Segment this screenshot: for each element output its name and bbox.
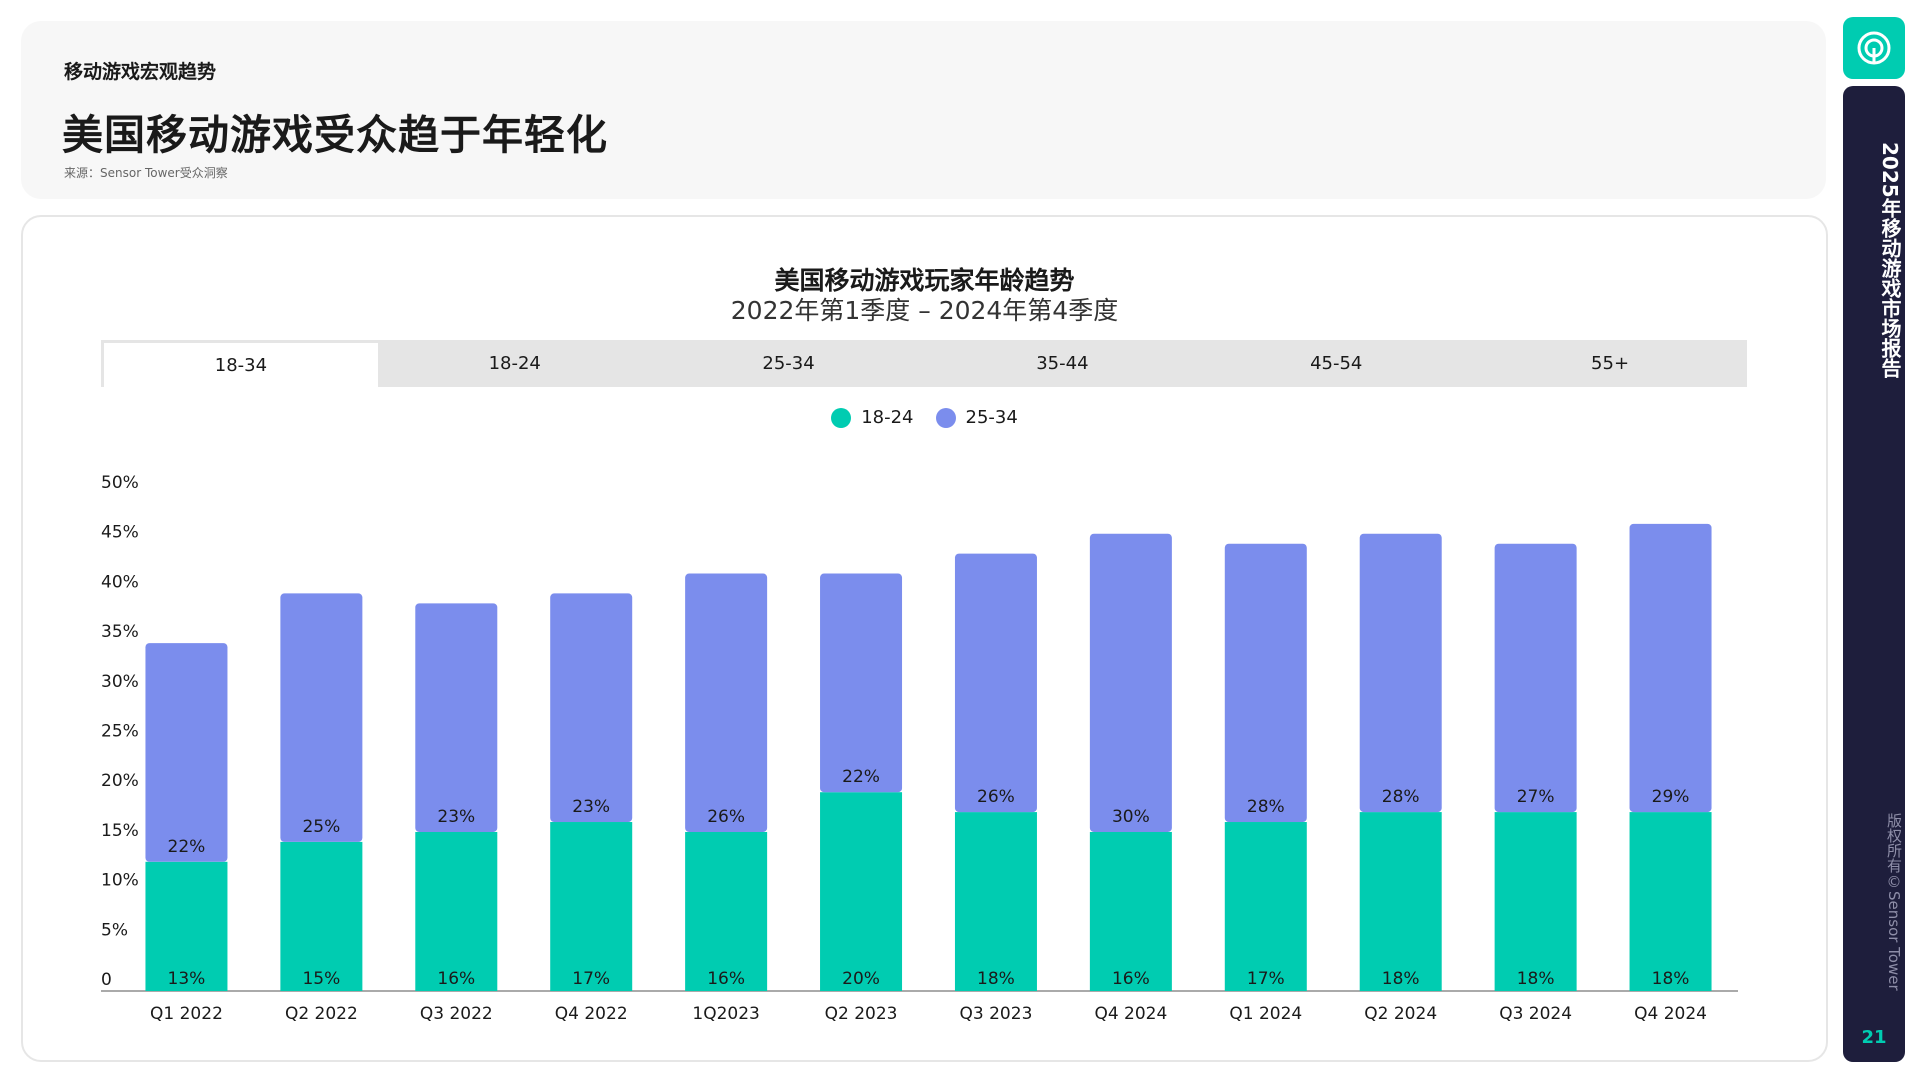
data-label-25-34: 30% — [1112, 807, 1150, 827]
bar-25-34 — [1629, 523, 1712, 813]
tab-18-24[interactable]: 18-24 — [488, 353, 541, 374]
bar-18-24 — [550, 822, 633, 991]
data-label-25-34: 26% — [977, 787, 1015, 807]
tab-35-44[interactable]: 35-44 — [1036, 353, 1089, 374]
chart-card: 美国移动游戏玩家年龄趋势 2022年第1季度 – 2024年第4季度 18-34… — [21, 215, 1828, 1062]
y-tick-label: 50% — [101, 473, 139, 493]
copyright-text: 版权所有©Sensor Tower — [1885, 813, 1903, 991]
legend-label-18-24: 18-24 — [861, 407, 914, 428]
data-label-25-34: 23% — [572, 797, 610, 817]
page-number: 21 — [1861, 1027, 1887, 1048]
bar-25-34 — [415, 603, 498, 832]
tab-25-34[interactable]: 25-34 — [762, 353, 815, 374]
bar-25-34 — [685, 573, 768, 832]
bar-18-24 — [1224, 822, 1307, 991]
data-label-18-24: 17% — [572, 969, 610, 989]
data-label-18-24: 18% — [1517, 969, 1555, 989]
data-label-25-34: 22% — [842, 767, 880, 787]
section-label: 移动游戏宏观趋势 — [64, 61, 217, 83]
y-tick-label: 45% — [101, 523, 139, 543]
x-tick-label: Q4 2024 — [1634, 1004, 1707, 1024]
age-tab-bar: 18-34 18-24 25-34 35-44 45-54 55+ — [101, 340, 1747, 387]
data-label-25-34: 28% — [1247, 797, 1285, 817]
data-label-18-24: 15% — [302, 969, 340, 989]
legend-swatch-18-24 — [831, 407, 852, 428]
header-card: 移动游戏宏观趋势 美国移动游戏受众趋于年轻化 来源：Sensor Tower受众… — [21, 21, 1826, 199]
data-label-18-24: 18% — [1652, 969, 1690, 989]
bar-25-34 — [1224, 543, 1307, 823]
x-tick-label: Q2 2022 — [285, 1004, 358, 1024]
y-tick-label: 25% — [101, 722, 139, 742]
bar-18-24 — [1629, 812, 1712, 991]
bar-18-24 — [145, 861, 228, 991]
x-tick-label: Q1 2022 — [150, 1004, 223, 1024]
data-label-18-24: 13% — [168, 969, 206, 989]
stacked-bar-chart: 0 5% 10% 15% 20% 25% 30% 35% 40% 45% 50% 13% 22% Q1 2… — [101, 473, 1738, 1024]
legend-label-25-34: 25-34 — [965, 407, 1018, 428]
data-label-18-24: 18% — [1382, 969, 1420, 989]
chart-legend: 18-24 25-34 — [23, 407, 1826, 428]
y-tick-label: 40% — [101, 572, 139, 592]
data-label-18-24: 20% — [842, 969, 880, 989]
sensor-tower-logo-icon — [1843, 17, 1905, 79]
y-tick-label: 30% — [101, 672, 139, 692]
bar-18-24 — [415, 831, 498, 991]
data-label-18-24: 16% — [437, 969, 475, 989]
chart-title: 美国移动游戏玩家年龄趋势 — [774, 266, 1075, 295]
bar-18-24 — [1089, 831, 1172, 991]
bar-18-24 — [685, 831, 768, 991]
x-tick-label: Q2 2023 — [825, 1004, 898, 1024]
x-tick-label: Q4 2024 — [1094, 1004, 1167, 1024]
bar-25-34 — [550, 593, 633, 823]
data-label-25-34: 26% — [707, 807, 745, 827]
x-tick-label: Q3 2023 — [960, 1004, 1033, 1024]
legend-item-18-24[interactable]: 18-24 — [831, 407, 914, 428]
bar-25-34 — [1359, 533, 1442, 813]
x-tick-label: Q3 2024 — [1499, 1004, 1572, 1024]
y-tick-label: 5% — [101, 920, 128, 940]
tab-55-plus[interactable]: 55+ — [1591, 353, 1630, 374]
data-label-18-24: 18% — [977, 969, 1015, 989]
legend-item-25-34[interactable]: 25-34 — [935, 407, 1018, 428]
data-label-25-34: 25% — [302, 817, 340, 837]
bar-18-24 — [954, 812, 1037, 991]
data-label-25-34: 29% — [1652, 787, 1690, 807]
bar-18-24 — [280, 841, 363, 991]
x-tick-label: 1Q2023 — [692, 1004, 759, 1024]
x-tick-label: Q4 2022 — [555, 1004, 628, 1024]
data-label-18-24: 16% — [1112, 969, 1150, 989]
x-tick-label: Q2 2024 — [1364, 1004, 1437, 1024]
data-label-25-34: 28% — [1382, 787, 1420, 807]
data-label-25-34: 22% — [168, 837, 206, 857]
legend-swatch-25-34 — [935, 407, 956, 428]
bar-25-34 — [820, 573, 903, 793]
report-sidebar: 2025年移动游戏市场报告 版权所有©Sensor Tower 21 — [1843, 86, 1905, 1062]
x-tick-label: Q1 2024 — [1229, 1004, 1302, 1024]
bar-18-24 — [820, 792, 903, 991]
bar-25-34 — [145, 643, 228, 862]
bar-25-34 — [1089, 533, 1172, 832]
data-label-18-24: 16% — [707, 969, 745, 989]
data-label-25-34: 27% — [1517, 787, 1555, 807]
data-label-25-34: 23% — [437, 807, 475, 827]
page-title: 美国移动游戏受众趋于年轻化 — [62, 111, 608, 159]
bar-18-24 — [1494, 812, 1577, 991]
x-tick-label: Q3 2022 — [420, 1004, 493, 1024]
y-tick-label: 0 — [101, 970, 112, 990]
y-tick-label: 20% — [101, 771, 139, 791]
tab-45-54[interactable]: 45-54 — [1310, 353, 1363, 374]
chart-subtitle: 2022年第1季度 – 2024年第4季度 — [730, 296, 1119, 325]
source-note: 来源：Sensor Tower受众洞察 — [64, 166, 228, 180]
bar-25-34 — [954, 553, 1037, 813]
data-label-18-24: 17% — [1247, 969, 1285, 989]
y-tick-label: 15% — [101, 821, 139, 841]
report-title: 2025年移动游戏市场报告 — [1878, 142, 1902, 378]
bar-25-34 — [1494, 543, 1577, 813]
bar-18-24 — [1359, 812, 1442, 991]
y-tick-label: 35% — [101, 622, 139, 642]
tab-18-34[interactable]: 18-34 — [101, 340, 378, 387]
y-tick-label: 10% — [101, 871, 139, 891]
bar-25-34 — [280, 593, 363, 842]
